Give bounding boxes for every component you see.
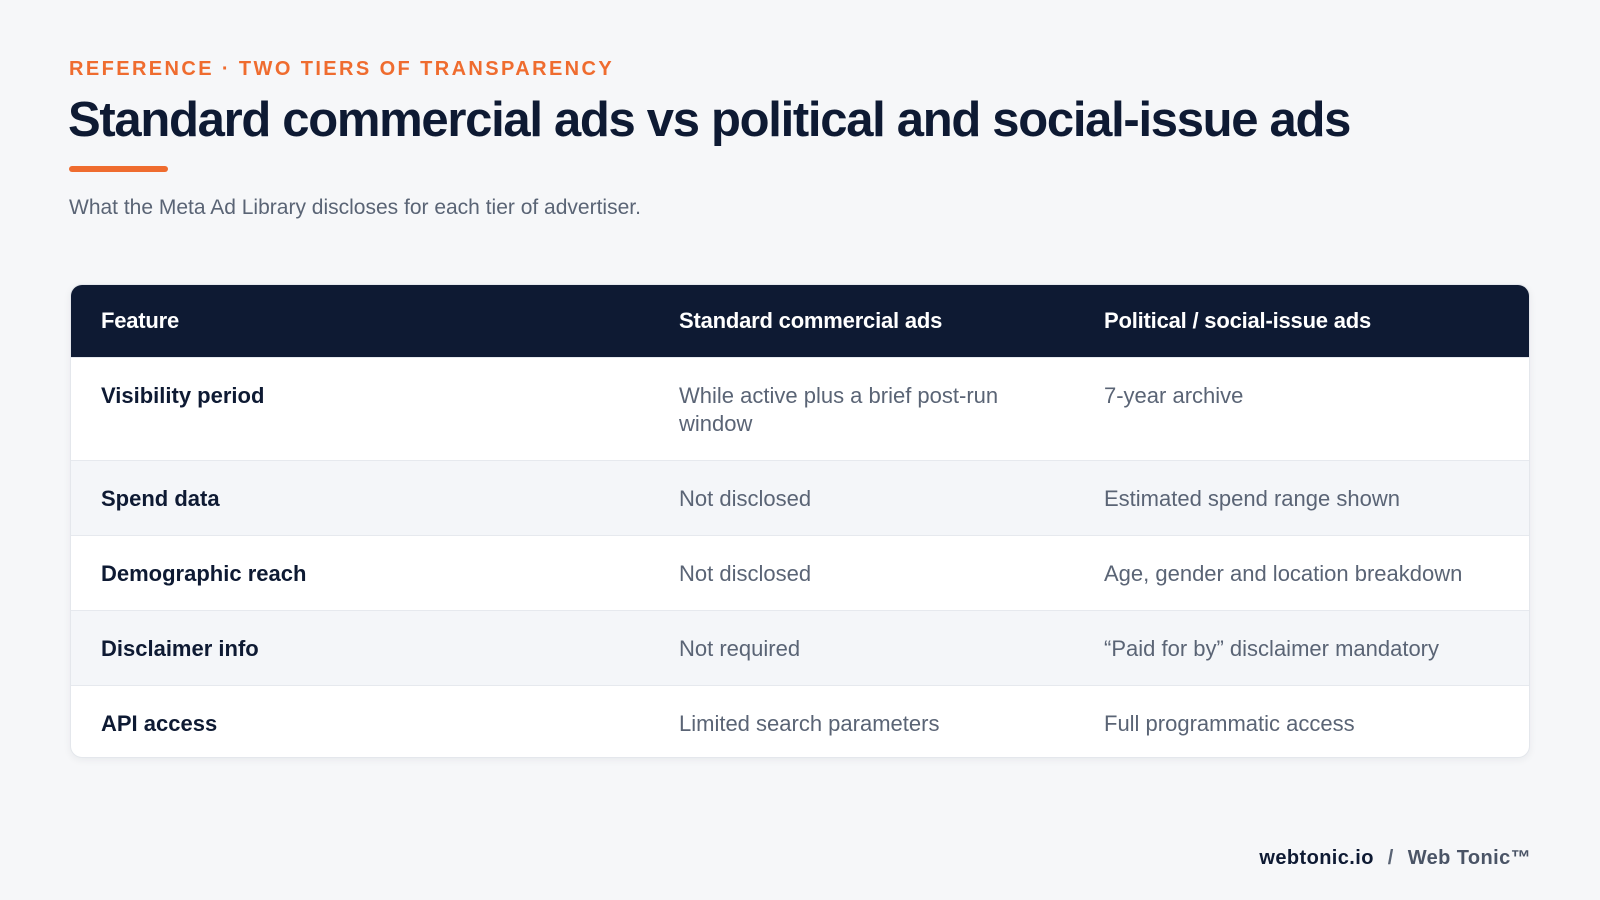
eyebrow-label: REFERENCE · TWO TIERS OF TRANSPARENCY [69,58,615,80]
table-row: Spend data Not disclosed Estimated spend… [71,460,1529,535]
title-accent-rule [69,166,168,172]
column-header-feature: Feature [101,308,180,333]
standard-cell: Not required [679,636,801,661]
political-cell: 7-year archive [1104,383,1244,408]
comparison-table: Feature Standard commercial ads Politica… [70,284,1530,758]
political-cell: Estimated spend range shown [1104,486,1400,511]
page-subtitle: What the Meta Ad Library discloses for e… [69,196,641,219]
standard-cell: Limited search parameters [679,711,940,736]
table-row: Visibility period While active plus a br… [71,357,1529,460]
table-row: Demographic reach Not disclosed Age, gen… [71,535,1529,610]
footer-separator: / [1387,847,1394,869]
table-row: API access Limited search parameters Ful… [71,685,1529,757]
feature-cell: API access [101,711,218,736]
table-row: Disclaimer info Not required “Paid for b… [71,610,1529,685]
footer-attribution: webtonic.io / Web Tonic™ [1259,847,1531,870]
standard-cell: Not disclosed [679,561,812,586]
table-header-row: Feature Standard commercial ads Politica… [71,285,1529,357]
footer-brand: Web Tonic™ [1407,847,1531,869]
political-cell: Full programmatic access [1104,711,1355,736]
standard-cell: Not disclosed [679,486,812,511]
political-cell: Age, gender and location breakdown [1104,561,1463,586]
political-cell: “Paid for by” disclaimer mandatory [1104,636,1440,661]
feature-cell: Visibility period [101,383,265,408]
page-title: Standard commercial ads vs political and… [68,93,1351,147]
feature-cell: Spend data [101,486,220,511]
column-header-political: Political / social-issue ads [1104,308,1372,333]
footer-site: webtonic.io [1259,847,1374,869]
feature-cell: Disclaimer info [101,636,259,661]
feature-cell: Demographic reach [101,561,307,586]
column-header-standard: Standard commercial ads [679,308,943,333]
standard-cell: While active plus a brief post-run windo… [679,383,999,436]
